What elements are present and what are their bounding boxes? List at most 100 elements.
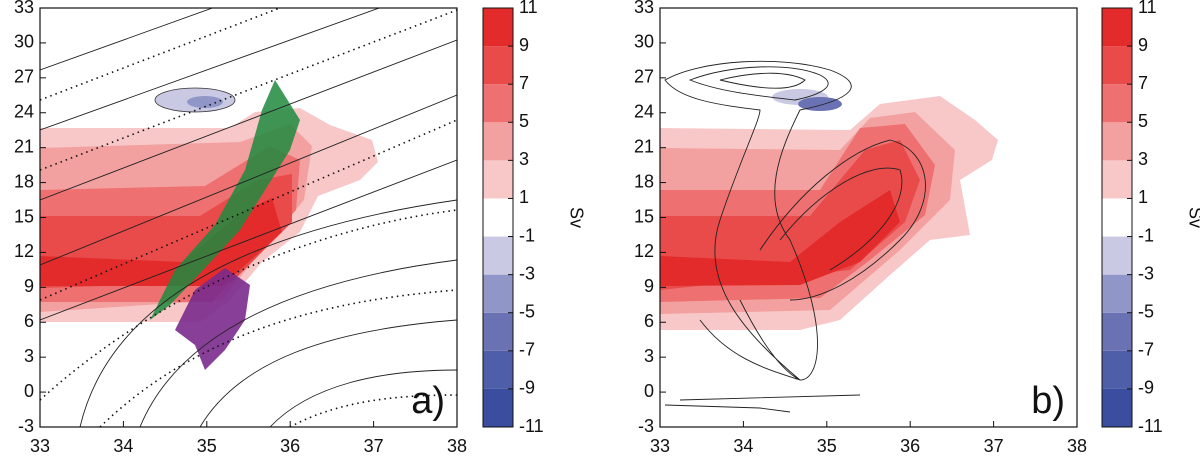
- panel-label: a): [411, 380, 445, 422]
- colorbar-label: Sv: [566, 207, 586, 228]
- y-tick-label: 27: [14, 67, 34, 87]
- colorbar-band: [1102, 198, 1132, 237]
- colorbar-band: [1102, 312, 1132, 351]
- contour-line: [40, 8, 457, 427]
- x-tick-label: 38: [1067, 436, 1087, 456]
- y-tick-label: 3: [24, 346, 34, 366]
- colorbar-tick-label: 3: [1138, 149, 1148, 169]
- colorbar-band: [483, 46, 513, 85]
- y-tick-label: 30: [14, 32, 34, 52]
- y-tick-label: -3: [18, 416, 34, 436]
- x-tick-label: 33: [650, 436, 670, 456]
- y-tick-label: 15: [14, 206, 34, 226]
- x-tick-label: 33: [30, 436, 50, 456]
- colorbar-tick-label: 7: [519, 73, 529, 93]
- colorbar-tick-label: 1: [1138, 187, 1148, 207]
- colorbar-tick-label: -3: [519, 263, 535, 283]
- colorbar-band: [483, 160, 513, 199]
- y-tick-label: 18: [14, 171, 34, 191]
- colorbar-band: [1102, 122, 1132, 161]
- x-tick-label: 37: [984, 436, 1004, 456]
- y-tick-label: 6: [644, 311, 654, 331]
- colorbar-tick-label: 9: [1138, 35, 1148, 55]
- colorbar-band: [1102, 274, 1132, 313]
- colorbar-frame: [482, 7, 514, 428]
- colorbar-band: [1102, 84, 1132, 123]
- y-tick-label: 27: [634, 67, 654, 87]
- y-tick-label: 18: [634, 171, 654, 191]
- contour-line: [664, 60, 926, 413]
- colorbar-tick-label: 3: [519, 149, 529, 169]
- y-tick-label: 0: [644, 381, 654, 401]
- field-level: [187, 96, 223, 108]
- scatter-cloud: [150, 80, 300, 320]
- colorbar-band: [1102, 160, 1132, 199]
- colorbar-band: [1102, 8, 1132, 47]
- x-tick-label: 37: [364, 436, 384, 456]
- x-tick-label: 35: [197, 436, 217, 456]
- x-tick-label: 36: [900, 436, 920, 456]
- y-tick-label: 21: [634, 136, 654, 156]
- colorbar-tick-label: 9: [519, 35, 529, 55]
- colorbar-tick-label: 5: [1138, 111, 1148, 131]
- y-tick-label: 9: [24, 276, 34, 296]
- colorbar-band: [483, 198, 513, 237]
- colorbar-tick-label: 11: [1138, 0, 1157, 17]
- y-tick-label: 0: [24, 381, 34, 401]
- colorbar-band: [483, 122, 513, 161]
- field-level: [40, 198, 282, 286]
- colorbar-tick-label: 1: [519, 187, 529, 207]
- colorbar-tick-label: 11: [519, 0, 538, 17]
- panel-label: b): [1031, 380, 1065, 422]
- panel-a-field: [40, 8, 457, 427]
- colorbar-band: [483, 236, 513, 275]
- colorbar-band: [483, 312, 513, 351]
- y-tick-label: 33: [634, 0, 654, 17]
- colorbar-tick-label: 5: [519, 111, 529, 131]
- colorbar-band: [483, 84, 513, 123]
- x-tick-label: 34: [733, 436, 753, 456]
- colorbar-tick-label: -11: [519, 416, 544, 436]
- y-tick-label: 33: [14, 0, 34, 17]
- colorbar-tick-label: 7: [1138, 73, 1148, 93]
- x-tick-label: 36: [280, 436, 300, 456]
- y-tick-label: 21: [14, 136, 34, 156]
- colorbar-band: [1102, 236, 1132, 275]
- y-tick-label: 6: [24, 311, 34, 331]
- y-tick-label: 24: [14, 102, 34, 122]
- panel-b-field: [660, 60, 998, 413]
- colorbar-band: [1102, 388, 1132, 427]
- colorbar-tick-label: -11: [1138, 416, 1163, 436]
- colorbar-band: [1102, 46, 1132, 85]
- colorbar-frame: [1101, 7, 1133, 428]
- x-tick-label: 38: [447, 436, 467, 456]
- y-tick-label: 12: [634, 241, 654, 261]
- colorbar-band: [483, 388, 513, 427]
- y-tick-label: -3: [638, 416, 654, 436]
- colorbar-band: [1102, 350, 1132, 389]
- colorbar-tick-label: -7: [519, 340, 535, 360]
- y-tick-label: 15: [634, 206, 654, 226]
- colorbar-tick-label: -7: [1138, 340, 1154, 360]
- y-tick-label: 3: [644, 346, 654, 366]
- x-tick-label: 35: [817, 436, 837, 456]
- colorbar-tick-label: -9: [1138, 378, 1154, 398]
- colorbar-tick-label: -1: [519, 225, 535, 245]
- y-tick-label: 30: [634, 32, 654, 52]
- colorbar-tick-label: -1: [1138, 225, 1154, 245]
- colorbar-tick-label: -5: [1138, 301, 1154, 321]
- field-level: [798, 97, 842, 111]
- x-tick-label: 34: [113, 436, 133, 456]
- colorbar-label: Sv: [1185, 207, 1200, 228]
- field-level: [660, 190, 900, 286]
- y-tick-label: 9: [644, 276, 654, 296]
- y-tick-label: 12: [14, 241, 34, 261]
- colorbar-tick-label: -9: [519, 378, 535, 398]
- colorbar-tick-label: -3: [1138, 263, 1154, 283]
- colorbar-band: [483, 274, 513, 313]
- colorbar-band: [483, 350, 513, 389]
- colorbar-tick-label: -5: [519, 301, 535, 321]
- y-tick-label: 24: [634, 102, 654, 122]
- colorbar-band: [483, 8, 513, 47]
